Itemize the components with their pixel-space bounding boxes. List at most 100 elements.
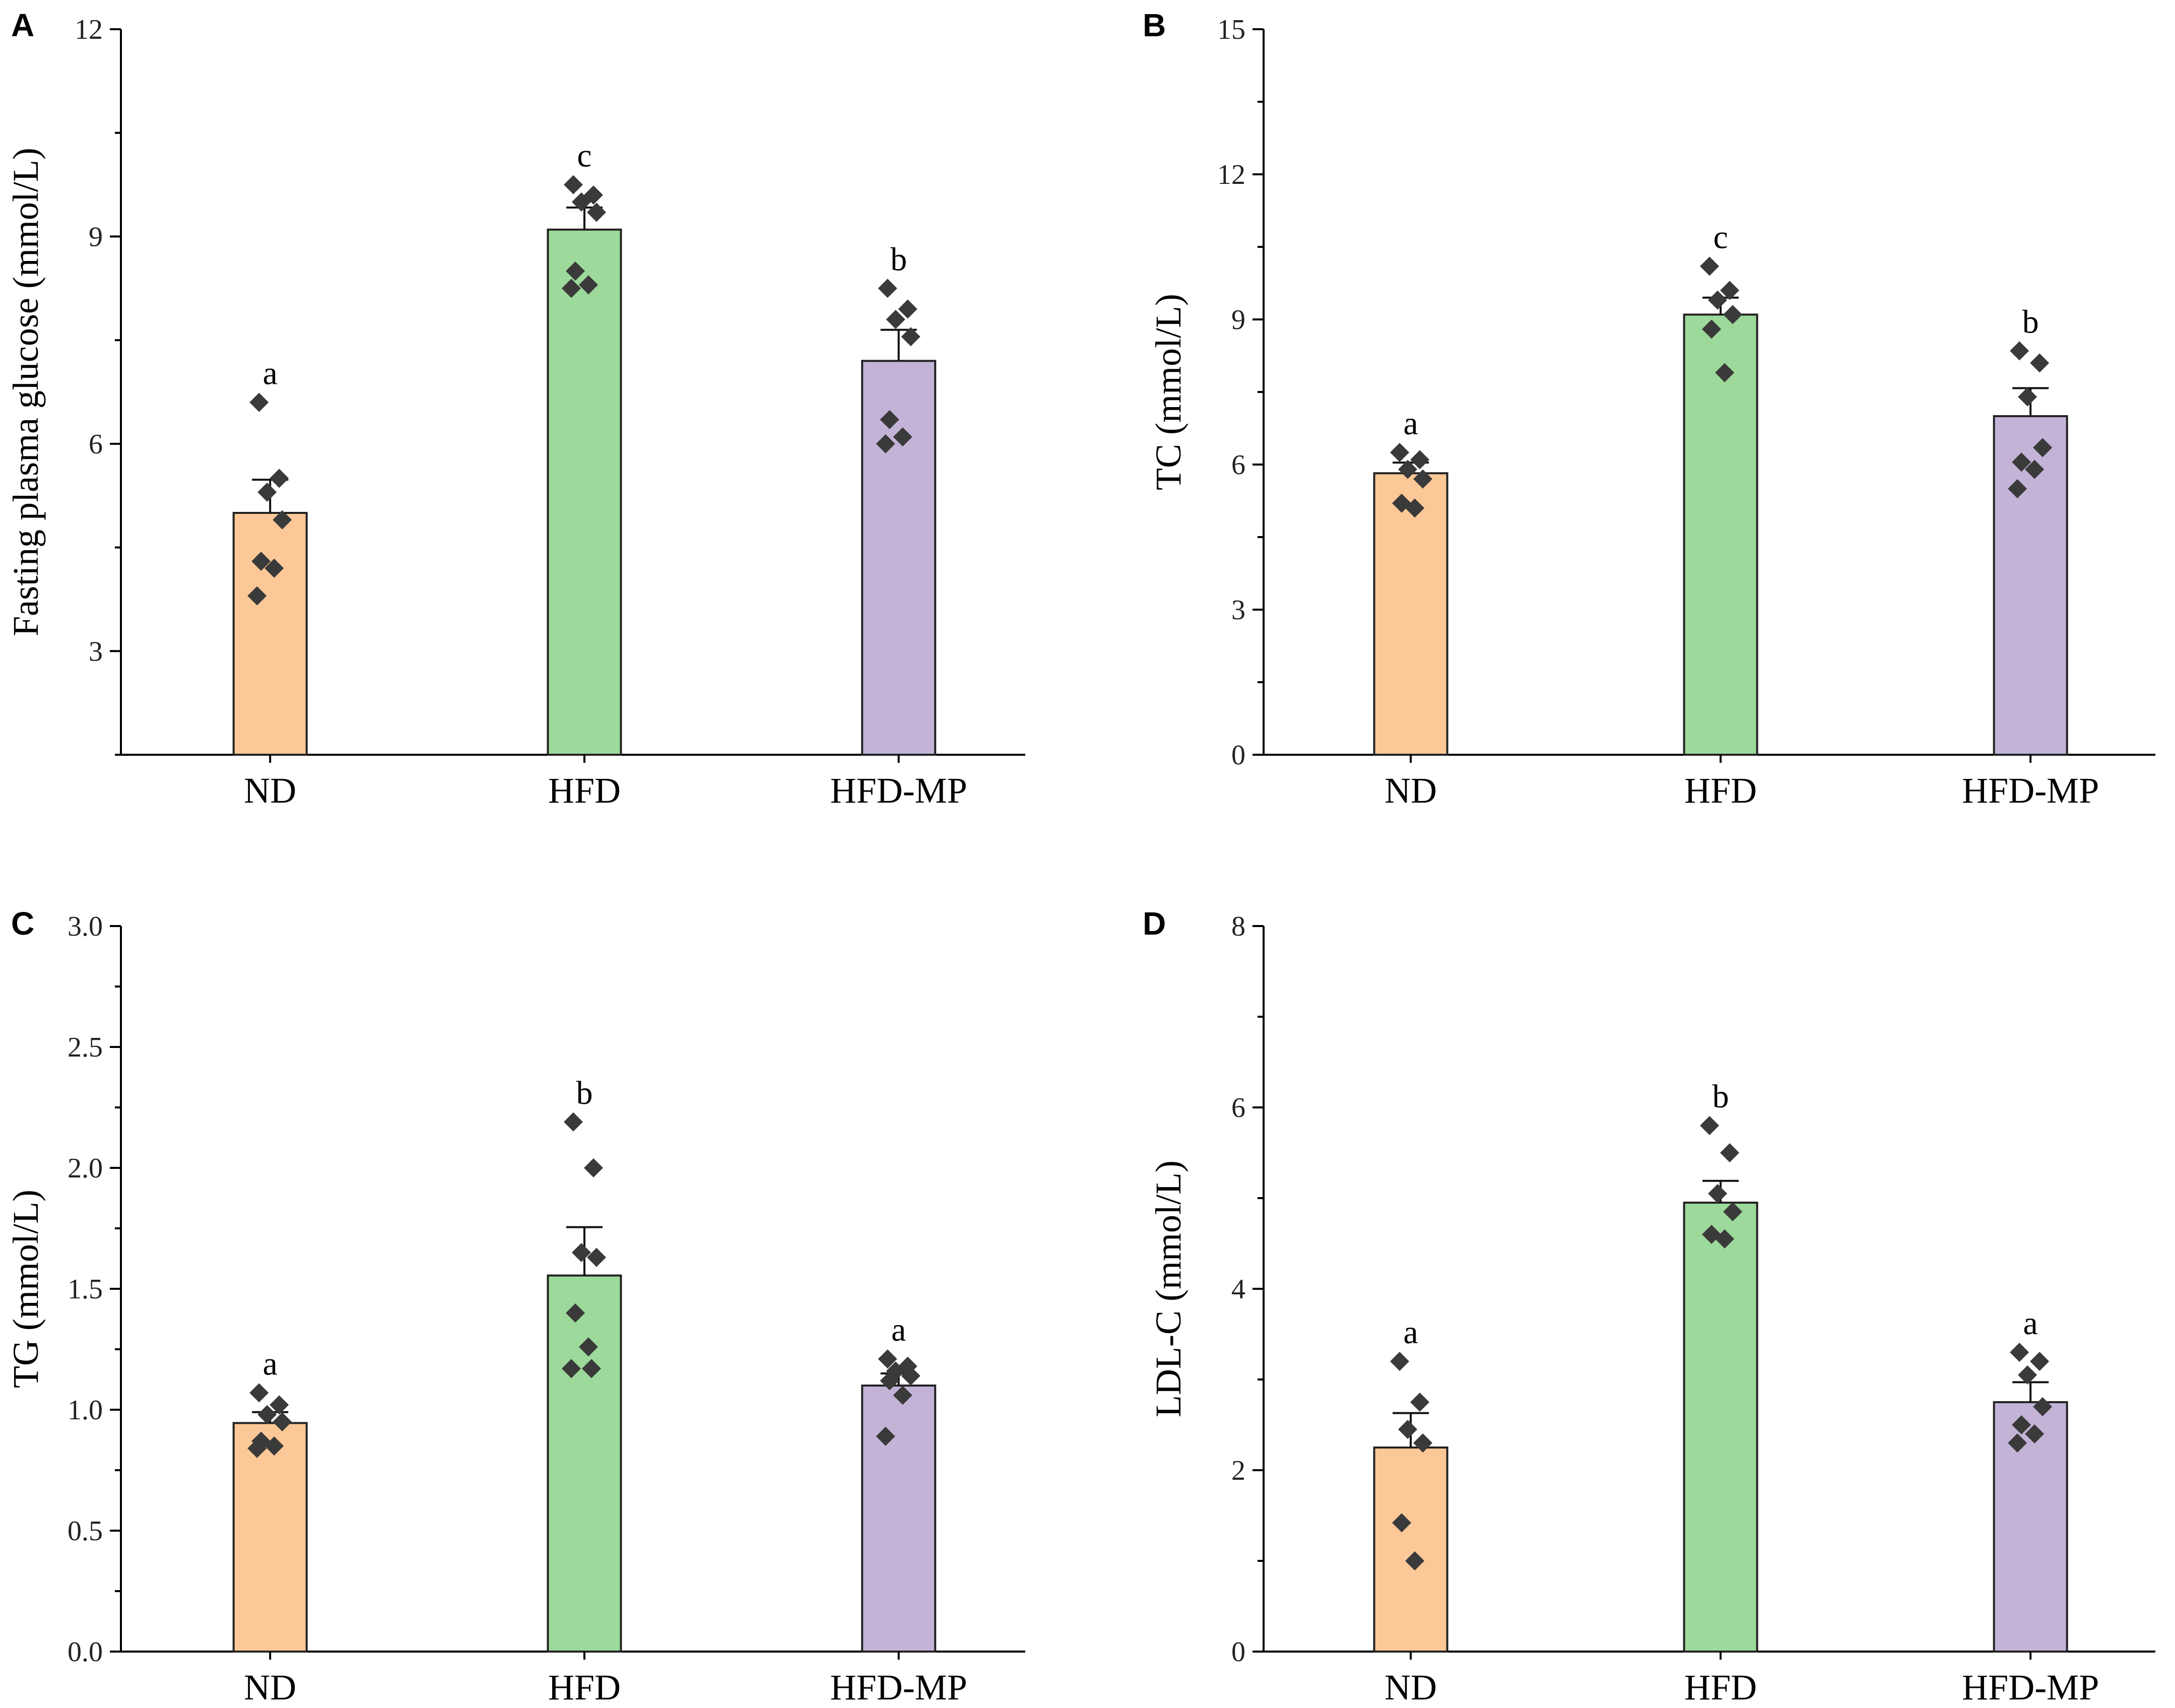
data-point: [901, 327, 920, 347]
data-point: [270, 469, 289, 488]
data-point: [1392, 1513, 1412, 1533]
data-point: [1700, 256, 1720, 276]
panel-a: A 3 6 9 12 Fasting plasma glucose (mmol/L) ND…: [6, 7, 1025, 811]
bar-hfd-mp: [861, 360, 937, 756]
y-tick-label: 2: [1231, 1455, 1245, 1486]
bar-nd: [1373, 472, 1448, 756]
y-tick-label: 3: [1231, 595, 1245, 626]
data-point: [247, 586, 267, 606]
x-tick-label: HFD: [548, 770, 621, 811]
x-tick-label: HFD-MP: [830, 770, 967, 811]
x-tick-label: ND: [1385, 770, 1437, 811]
data-point: [571, 192, 591, 212]
data-point: [878, 279, 897, 298]
panel-letter-c: C: [11, 905, 34, 942]
y-tick-label: 0.0: [68, 1636, 103, 1668]
y-tick-label: 3.0: [68, 911, 103, 942]
y-tick-label: 0: [1231, 1636, 1245, 1668]
x-tick-label: HFD: [548, 1667, 621, 1707]
y-tick-label: 3: [89, 636, 103, 667]
bar-nd: [1373, 1447, 1448, 1653]
data-point: [901, 1366, 920, 1386]
significance-label: a: [1403, 1314, 1418, 1351]
data-point: [2008, 1433, 2027, 1453]
y-tick-label: 15: [1217, 14, 1245, 45]
y-tick-label: 0.5: [68, 1516, 103, 1547]
data-point: [876, 434, 895, 453]
significance-label: a: [1403, 405, 1418, 442]
y-axis-title: TG (mmol/L): [6, 1190, 46, 1388]
data-point: [2025, 459, 2045, 479]
y-tick-label: 6: [89, 429, 103, 460]
y-axis-title: Fasting plasma glucose (mmol/L): [6, 148, 46, 636]
y-axis-title: TC (mmol/L): [1148, 294, 1189, 490]
data-point: [2033, 1397, 2053, 1416]
bar-nd: [232, 1422, 308, 1653]
significance-label: b: [2022, 303, 2039, 340]
panel-letter-d: D: [1143, 905, 1166, 942]
bar-hfd: [547, 1274, 622, 1653]
data-point: [578, 1337, 598, 1357]
data-point: [880, 410, 899, 429]
panel-c: C 0.0 0.5 1.0 1.5 2.0 2.5 3.0 TG (mmol/L) ND a HFD…: [6, 905, 1025, 1707]
data-point: [561, 279, 581, 298]
data-point: [249, 392, 269, 412]
data-point: [563, 175, 583, 194]
data-point: [893, 1386, 912, 1405]
data-point: [561, 1359, 581, 1378]
x-tick-label: HFD-MP: [1962, 770, 2099, 811]
data-point: [273, 510, 292, 530]
data-point: [586, 1247, 606, 1267]
bar-hfd: [1683, 1202, 1758, 1653]
significance-label: b: [1712, 1078, 1729, 1115]
data-point: [2030, 1352, 2050, 1371]
significance-label: c: [577, 138, 591, 174]
significance-label: a: [2023, 1305, 2038, 1342]
data-point: [565, 1303, 585, 1323]
significance-label: a: [263, 1345, 278, 1382]
y-tick-label: 2.5: [68, 1032, 103, 1063]
data-point: [1398, 1420, 1418, 1439]
data-point: [2010, 341, 2029, 361]
y-tick-label: 12: [1217, 159, 1245, 190]
data-point: [2010, 1343, 2029, 1362]
bar-hfd-mp: [861, 1385, 937, 1653]
data-point: [898, 299, 917, 319]
data-point: [1723, 1202, 1743, 1221]
y-tick-label: 1.5: [68, 1274, 103, 1305]
data-point: [886, 310, 905, 329]
y-tick-label: 1.0: [68, 1395, 103, 1426]
y-tick-label: 6: [1231, 1092, 1245, 1124]
data-point: [1413, 1433, 1433, 1453]
data-point: [2018, 387, 2037, 407]
data-point: [578, 275, 598, 295]
data-point: [586, 203, 606, 222]
data-point: [1398, 459, 1418, 479]
data-point: [1410, 1393, 1430, 1412]
y-tick-label: 2.0: [68, 1153, 103, 1184]
data-point: [1723, 305, 1743, 324]
data-point: [878, 1349, 897, 1369]
data-point: [1720, 281, 1740, 300]
x-tick-label: HFD-MP: [830, 1667, 967, 1707]
data-point: [273, 1412, 292, 1431]
data-point: [265, 1436, 284, 1456]
data-point: [257, 1405, 277, 1424]
significance-label: c: [1713, 219, 1728, 255]
significance-label: b: [890, 241, 907, 278]
data-point: [251, 552, 271, 571]
data-point: [583, 1158, 603, 1177]
data-point: [2030, 353, 2050, 373]
data-point: [1715, 1229, 1735, 1249]
panel-letter-b: B: [1143, 7, 1166, 43]
significance-label: a: [263, 355, 278, 392]
data-point: [1390, 1352, 1410, 1371]
bar-nd: [232, 512, 308, 756]
y-tick-label: 4: [1231, 1274, 1245, 1305]
x-tick-label: HFD: [1684, 1667, 1757, 1707]
data-point: [571, 1243, 591, 1262]
data-point: [1413, 469, 1433, 489]
y-tick-label: 12: [75, 14, 103, 45]
data-point: [893, 427, 912, 447]
